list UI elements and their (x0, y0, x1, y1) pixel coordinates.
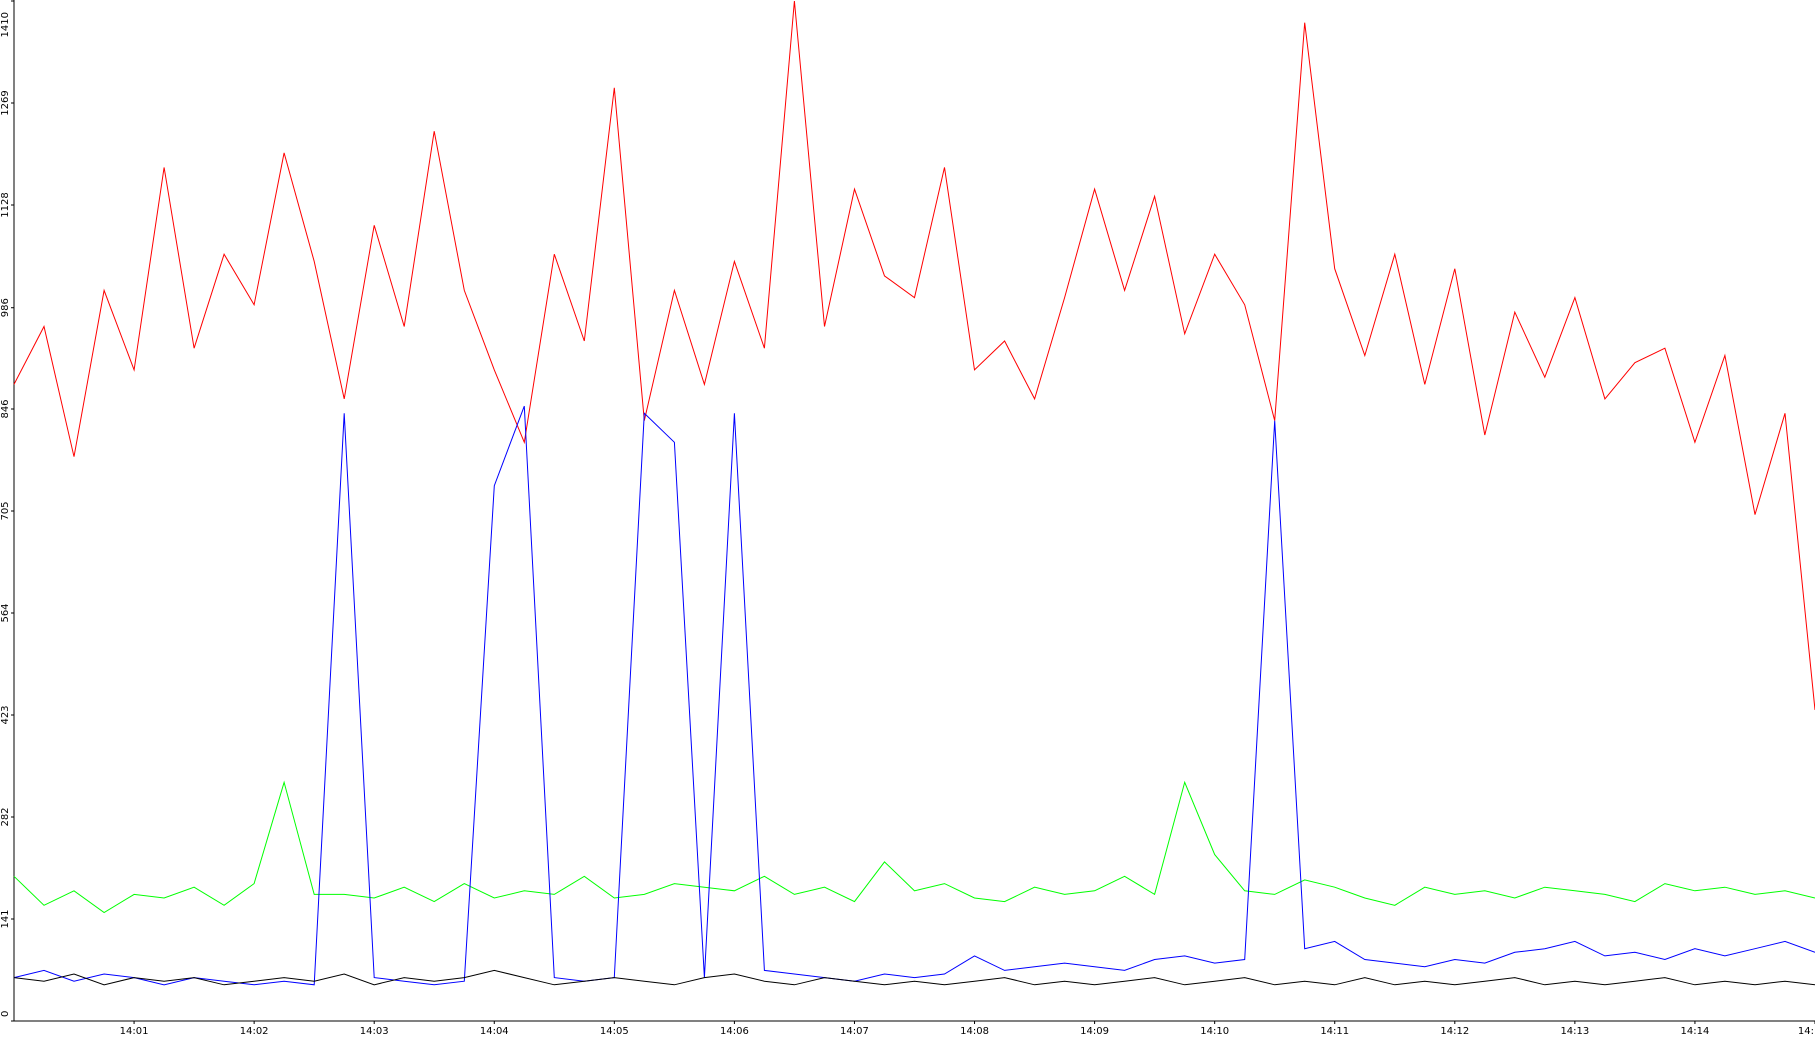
series-line (13, 0, 1815, 710)
x-tick-label: 14:08 (960, 1026, 989, 1037)
x-tick-label: 14:13 (1560, 1026, 1589, 1037)
x-tick-label: 14:01 (120, 1026, 149, 1037)
y-tick-label: 141 (0, 909, 11, 928)
y-tick-label: 423 (0, 705, 11, 724)
x-tick-label: 14:14 (1681, 1026, 1710, 1037)
x-tick-label: 14: (1798, 1026, 1814, 1037)
x-tick-label: 14:09 (1080, 1026, 1109, 1037)
y-tick-label: 282 (0, 807, 11, 826)
y-tick-label: 846 (0, 399, 11, 418)
y-tick-label: 1410 (0, 12, 11, 37)
x-tick-label: 14:07 (840, 1026, 869, 1037)
y-tick-label: 0 (0, 1011, 11, 1017)
x-tick-label: 14:06 (720, 1026, 749, 1037)
y-tick-label: 986 (0, 298, 11, 317)
series-line (13, 969, 1815, 986)
y-tick-label: 564 (0, 603, 11, 622)
series-line (13, 405, 1815, 986)
y-tick-label: 1269 (0, 90, 11, 115)
x-tick-label: 14:03 (360, 1026, 389, 1037)
x-tick-label: 14:05 (600, 1026, 629, 1037)
x-tick-label: 14:02 (240, 1026, 269, 1037)
y-tick-label: 705 (0, 501, 11, 520)
x-tick-label: 14:12 (1440, 1026, 1469, 1037)
x-tick-label: 14:11 (1320, 1026, 1349, 1037)
x-tick-label: 14:04 (480, 1026, 509, 1037)
y-tick-label: 1128 (0, 192, 11, 217)
series-line (13, 780, 1815, 914)
x-tick-label: 14:10 (1200, 1026, 1229, 1037)
